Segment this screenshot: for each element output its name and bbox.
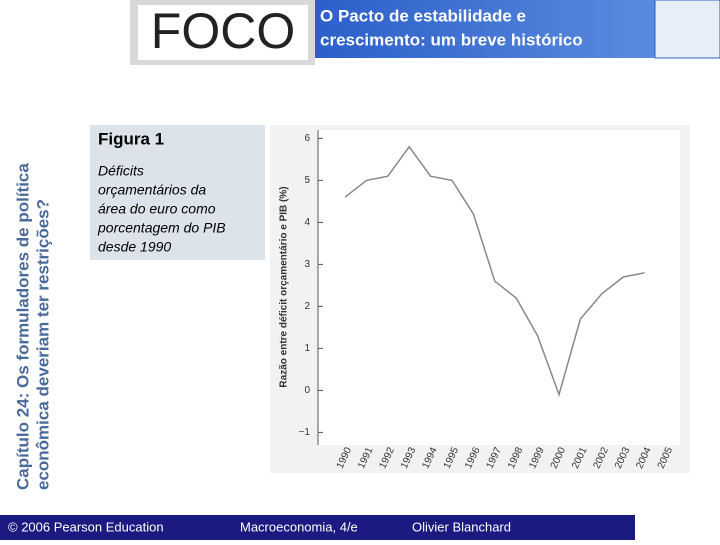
- logo-inner: [138, 5, 308, 60]
- sidebar: Capítulo 24: Os formuladores de política…: [13, 163, 52, 490]
- footer-text: Olivier Blanchard: [412, 519, 511, 534]
- y-tick-label: 0: [304, 385, 310, 396]
- caption-line: desde 1990: [98, 239, 171, 255]
- caption: Déficits orçamentários da área do euro com…: [97, 163, 226, 255]
- corner-decoration: [654, 0, 720, 59]
- header-bar: [315, 0, 655, 58]
- y-tick-label: 6: [304, 133, 310, 144]
- caption-line: orçamentários da: [98, 182, 206, 198]
- footer-bar: [0, 515, 635, 540]
- y-tick-label: 1: [304, 343, 310, 354]
- sidebar-line: econômica deveriam ter restrições?: [33, 199, 52, 490]
- sidebar-line: Capítulo 24: Os formuladores de política: [13, 163, 32, 490]
- y-tick-label: −1: [299, 427, 311, 438]
- caption-box: [90, 125, 265, 260]
- header-title: O Pacto de estabilidade e: [320, 6, 526, 25]
- plot-area: [318, 130, 680, 445]
- y-tick-label: 2: [304, 301, 310, 312]
- caption-line: porcentagem do PIB: [97, 220, 226, 236]
- caption-line: área do euro como: [98, 201, 216, 217]
- footer-text: Macroeconomia, 4/e: [240, 519, 358, 534]
- figure-label: Figura 1: [98, 129, 164, 148]
- data-line: [344, 145, 645, 398]
- y-tick-label: 5: [304, 175, 310, 186]
- logo: FOCO: [151, 3, 295, 59]
- y-tick-label: 3: [304, 259, 310, 270]
- y-axis-label: Razão entre déficit orçamentário e PIB (…: [279, 186, 290, 387]
- y-tick-label: 4: [304, 217, 310, 228]
- header-title: crescimento: um breve histórico: [320, 30, 583, 49]
- caption-line: Déficits: [98, 163, 144, 179]
- footer-text: © 2006 Pearson Education: [8, 519, 164, 534]
